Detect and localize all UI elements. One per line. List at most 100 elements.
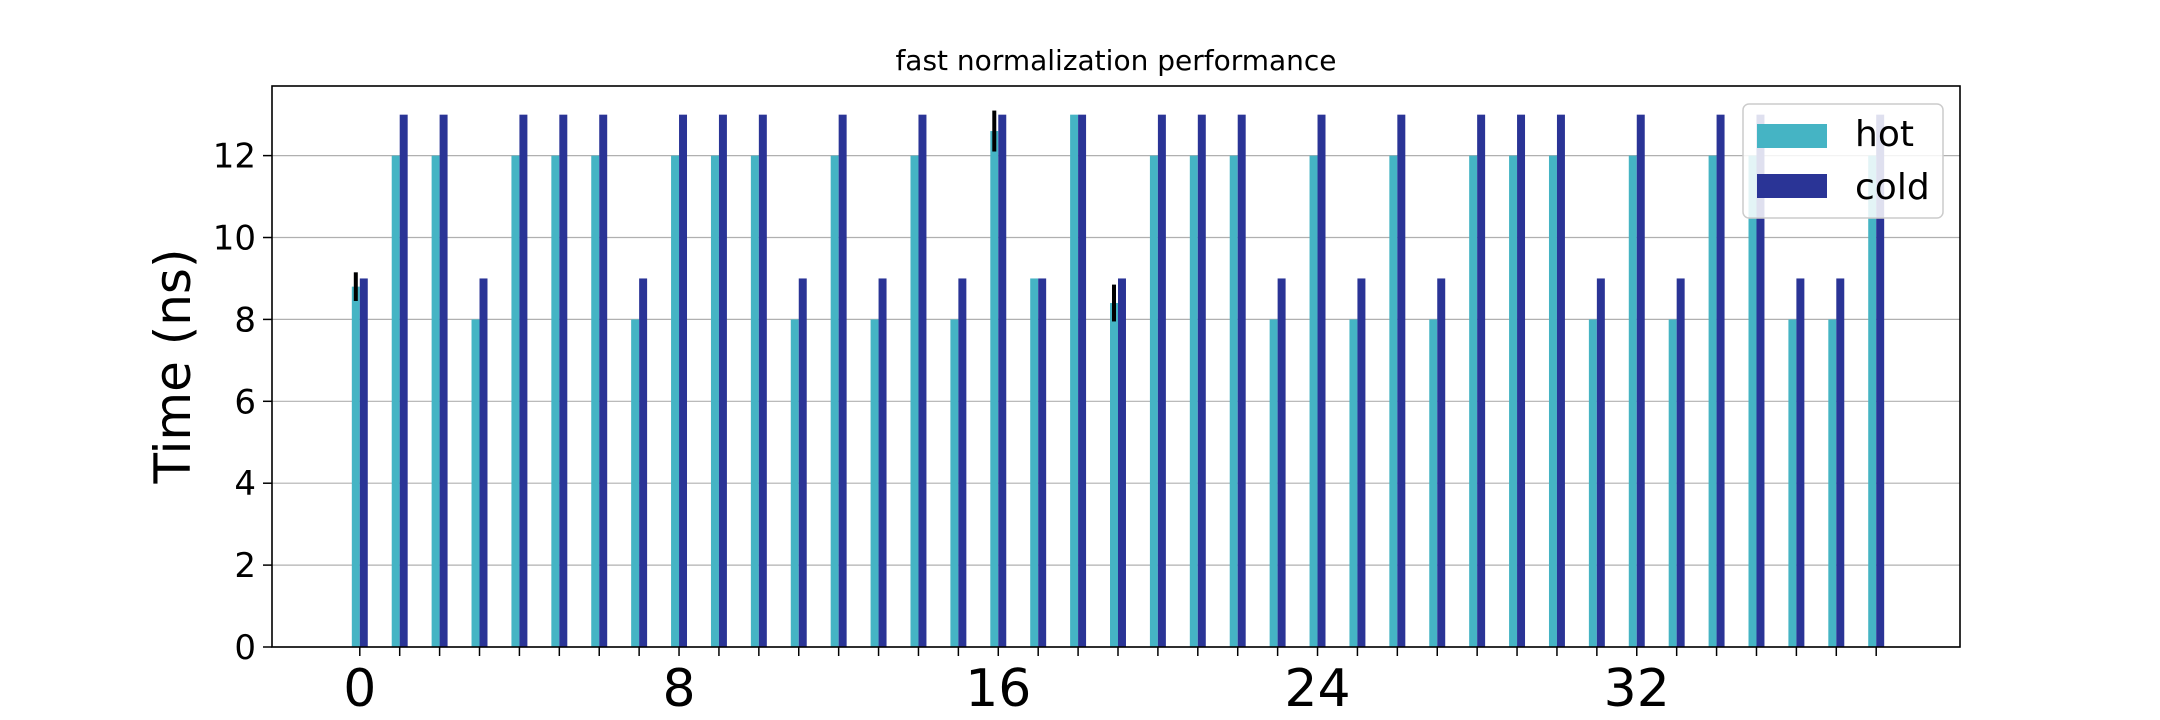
bar-hot [1748, 155, 1757, 647]
bar-cold [359, 278, 368, 647]
bar-hot [1389, 155, 1398, 647]
bar-hot [1509, 155, 1518, 647]
bar-cold [1556, 114, 1565, 647]
bar-cold [1397, 114, 1406, 647]
plot-frame [271, 85, 1961, 648]
bar-hot [1110, 303, 1118, 647]
bar-hot [750, 155, 759, 647]
bar-hot [990, 131, 999, 647]
bars [351, 114, 1885, 647]
bar-cold [1437, 278, 1446, 647]
bar-hot [1548, 155, 1557, 647]
bar-cold [1237, 114, 1246, 647]
bar-hot [1708, 155, 1717, 647]
y-tick-label: 6 [234, 382, 256, 422]
bar-cold [1596, 278, 1605, 647]
bar-hot [1349, 319, 1358, 647]
bar-hot [1868, 155, 1877, 647]
bar-cold [998, 114, 1007, 647]
bar-hot [1469, 155, 1478, 647]
bar-cold [918, 114, 927, 647]
bar-cold [1117, 278, 1126, 647]
bar-cold [599, 114, 608, 647]
bar-hot [431, 155, 440, 647]
bar-cold [1357, 278, 1366, 647]
bar-hot [1189, 155, 1198, 647]
bar-cold [958, 278, 967, 647]
bar-hot [391, 155, 400, 647]
bar-cold [1477, 114, 1486, 647]
bar-hot [1668, 319, 1677, 647]
bar-hot [1229, 155, 1238, 647]
bar-cold [1636, 114, 1645, 647]
bar-cold [479, 278, 488, 647]
bar-cold [639, 278, 648, 647]
bar-cold [679, 114, 688, 647]
chart-title: fast normalization performance [895, 44, 1336, 77]
bar-cold [559, 114, 568, 647]
y-axis-label: Time (ns) [144, 248, 202, 484]
bar-cold [1317, 114, 1326, 647]
bar-cold [718, 114, 727, 647]
bar-hot [1269, 319, 1278, 647]
bar-hot [910, 155, 919, 647]
bar-hot [591, 155, 600, 647]
bar-cold [1517, 114, 1526, 647]
bar-hot [1149, 155, 1158, 647]
error-bars [353, 110, 1117, 322]
x-tick-label: 24 [1284, 659, 1350, 719]
bar-hot [1070, 114, 1079, 647]
bar-hot [1309, 155, 1318, 647]
bar-cold [1796, 278, 1805, 647]
bar-hot [870, 319, 879, 647]
bar-cold [1197, 114, 1206, 647]
bar-cold [878, 278, 887, 647]
bar-cold [1078, 114, 1087, 647]
bar-cold [1676, 278, 1685, 647]
bar-cold [519, 114, 528, 647]
bar-cold [1038, 278, 1047, 647]
bar-hot [1429, 319, 1438, 647]
bar-cold [399, 114, 408, 647]
bar-hot [471, 319, 480, 647]
bar-hot [511, 155, 520, 647]
bar-cold [1716, 114, 1725, 647]
bar-cold [439, 114, 448, 647]
bar-hot [631, 319, 640, 647]
legend-label-hot: hot [1855, 114, 1914, 155]
x-tick-label: 32 [1604, 659, 1670, 719]
bar-hot [351, 286, 360, 647]
y-tick-label: 12 [213, 137, 256, 177]
legend-swatch-cold [1757, 174, 1827, 198]
bar-cold [838, 114, 847, 647]
bar-cold [758, 114, 767, 647]
bar-hot [1788, 319, 1797, 647]
legend: hot cold [1742, 103, 1944, 219]
bar-hot [790, 319, 799, 647]
legend-swatch-hot [1757, 124, 1827, 148]
y-tick-label: 4 [234, 464, 256, 504]
bar-hot [710, 155, 719, 647]
bar-hot [950, 319, 959, 647]
x-tick-label: 16 [965, 659, 1031, 719]
bar-cold [1876, 114, 1885, 647]
x-tick-label: 8 [662, 659, 695, 719]
y-tick-label: 2 [234, 546, 256, 586]
bar-cold [1157, 114, 1166, 647]
bar-hot [1030, 278, 1039, 647]
y-tick-label: 10 [213, 219, 256, 259]
bar-hot [671, 155, 680, 647]
bar-cold [1836, 278, 1845, 647]
bar-hot [1588, 319, 1597, 647]
bar-cold [1277, 278, 1286, 647]
legend-label-cold: cold [1855, 167, 1930, 208]
y-tick-label: 0 [234, 628, 256, 668]
bar-hot [1828, 319, 1837, 647]
bar-cold [798, 278, 807, 647]
y-tick-label: 8 [234, 300, 256, 340]
x-tick-label: 0 [343, 659, 376, 719]
bar-cold [1756, 114, 1765, 647]
bar-hot [1628, 155, 1637, 647]
bar-hot [551, 155, 560, 647]
